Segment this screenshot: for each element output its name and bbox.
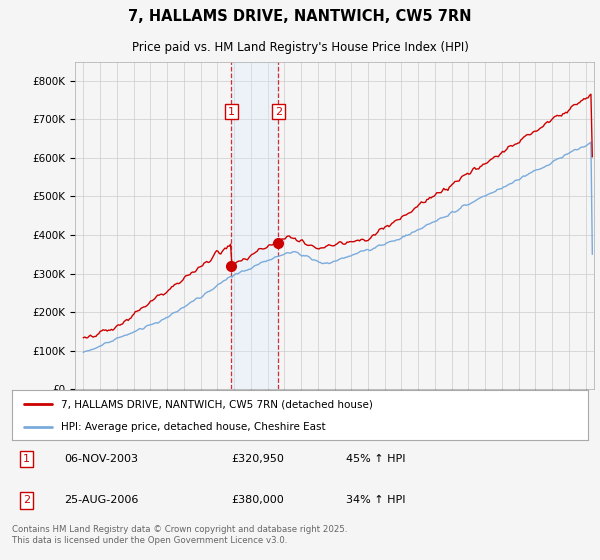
Text: 45% ↑ HPI: 45% ↑ HPI bbox=[346, 454, 406, 464]
Text: £380,000: £380,000 bbox=[231, 496, 284, 505]
Text: £320,950: £320,950 bbox=[231, 454, 284, 464]
Text: 25-AUG-2006: 25-AUG-2006 bbox=[64, 496, 138, 505]
Text: 34% ↑ HPI: 34% ↑ HPI bbox=[346, 496, 406, 505]
Text: Price paid vs. HM Land Registry's House Price Index (HPI): Price paid vs. HM Land Registry's House … bbox=[131, 41, 469, 54]
Text: 7, HALLAMS DRIVE, NANTWICH, CW5 7RN (detached house): 7, HALLAMS DRIVE, NANTWICH, CW5 7RN (det… bbox=[61, 399, 373, 409]
Bar bbox=[232, 62, 278, 389]
Text: 06-NOV-2003: 06-NOV-2003 bbox=[64, 454, 138, 464]
Text: Contains HM Land Registry data © Crown copyright and database right 2025.
This d: Contains HM Land Registry data © Crown c… bbox=[12, 525, 347, 545]
Text: 1: 1 bbox=[228, 107, 235, 116]
Text: 2: 2 bbox=[275, 107, 282, 116]
Text: 2: 2 bbox=[23, 496, 30, 505]
Text: HPI: Average price, detached house, Cheshire East: HPI: Average price, detached house, Ches… bbox=[61, 422, 326, 432]
Text: 1: 1 bbox=[23, 454, 30, 464]
Text: 7, HALLAMS DRIVE, NANTWICH, CW5 7RN: 7, HALLAMS DRIVE, NANTWICH, CW5 7RN bbox=[128, 9, 472, 24]
